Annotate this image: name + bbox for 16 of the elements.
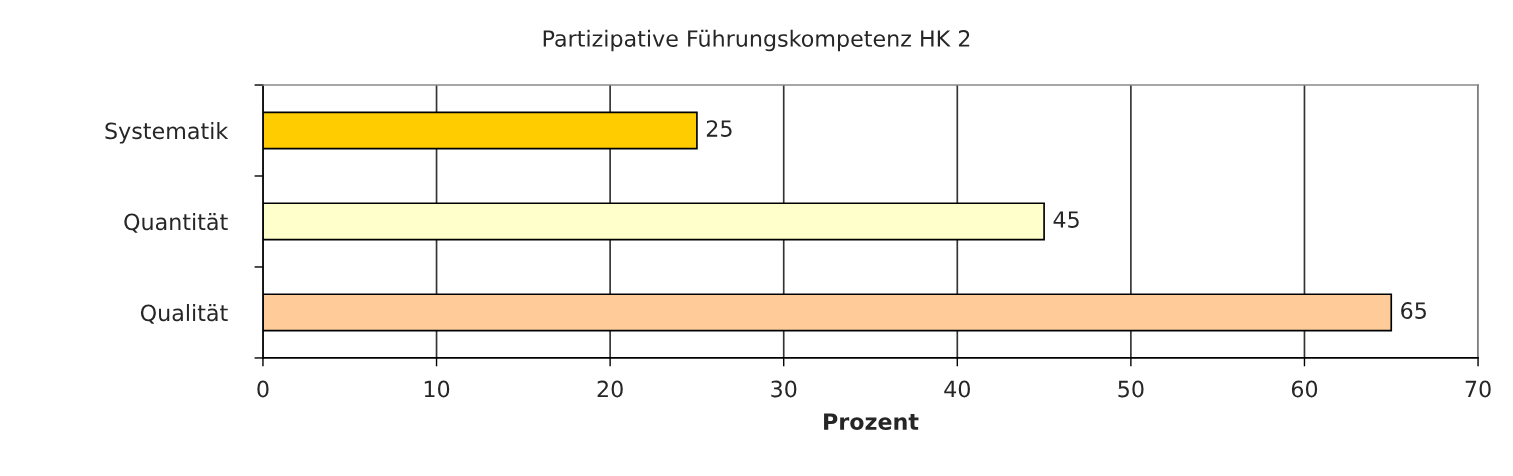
x-tick-label: 20 <box>597 380 623 398</box>
x-tick-label: 10 <box>424 380 450 398</box>
x-tick-label: 0 <box>257 380 269 398</box>
x-tick-label: 50 <box>1118 380 1144 398</box>
x-tick-label: 30 <box>771 380 797 398</box>
y-tick-label: Qualität <box>140 304 228 324</box>
x-tick-label: 60 <box>1291 380 1318 398</box>
y-tick-label: Systematik <box>105 122 229 144</box>
data-label: 65 <box>1401 302 1426 319</box>
x-tick-label: 70 <box>1465 380 1491 398</box>
data-label: 25 <box>706 120 732 137</box>
x-tick-label: 40 <box>944 380 970 398</box>
chart-title: Partizipative Führungskompetenz HK 2 <box>543 29 970 52</box>
y-tick-label: Quantität <box>124 213 228 233</box>
data-label: 45 <box>1053 211 1079 228</box>
x-axis-title: Prozent <box>824 413 919 430</box>
